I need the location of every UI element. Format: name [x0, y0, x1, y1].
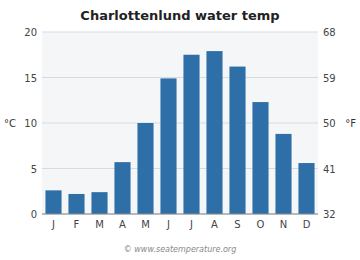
- bar: [91, 192, 107, 214]
- chart: 0 5 10 15 20 32 41 50 59 68 J F M A M J J A S O N D °C °F Charlo…: [0, 0, 360, 260]
- x-tick-label: D: [303, 219, 311, 230]
- y2-axis-label: °F: [345, 118, 356, 129]
- x-tick-label: F: [74, 219, 80, 230]
- plot-area: [42, 32, 318, 214]
- grid-line: [42, 32, 318, 33]
- y-tick-label: 0: [31, 209, 37, 220]
- bar: [183, 55, 199, 214]
- x-tick-label: O: [257, 219, 265, 230]
- y2-tick-label: 50: [323, 118, 336, 129]
- y-axis-label: °C: [4, 118, 16, 129]
- bar: [275, 134, 291, 214]
- title: Charlottenlund water temp: [80, 8, 279, 23]
- x-tick-label: M: [95, 219, 104, 230]
- x-tick-label: S: [234, 219, 240, 230]
- grid-line: [42, 123, 318, 124]
- bar: [45, 190, 61, 214]
- x-tick-label: N: [280, 219, 287, 230]
- bar: [160, 78, 176, 214]
- y-tick-label: 15: [24, 73, 37, 84]
- x-tick-label: A: [119, 219, 126, 230]
- x-tick-label: J: [51, 219, 55, 230]
- bar: [206, 51, 222, 214]
- y2-tick-label: 59: [323, 73, 336, 84]
- x-tick-label: A: [211, 219, 218, 230]
- y2-tick-label: 41: [323, 164, 336, 175]
- annotation: © www.seatemperature.org: [124, 245, 236, 254]
- y2-tick-label: 68: [323, 27, 336, 38]
- bar: [137, 123, 153, 214]
- bar: [298, 163, 314, 214]
- bars: [45, 51, 314, 214]
- x-tick-label: J: [166, 219, 170, 230]
- grid-line: [42, 214, 318, 215]
- y2-tick-label: 32: [323, 209, 336, 220]
- bar: [252, 102, 268, 214]
- grid-line: [42, 77, 318, 78]
- bar: [229, 67, 245, 214]
- x-tick-label: M: [141, 219, 150, 230]
- y-tick-label: 10: [24, 118, 37, 129]
- bar: [68, 194, 84, 214]
- x-axis-line: [42, 214, 318, 215]
- bar: [114, 162, 130, 214]
- y-tick-label: 5: [31, 164, 37, 175]
- x-tick-label: J: [189, 219, 193, 230]
- y-tick-label: 20: [24, 27, 37, 38]
